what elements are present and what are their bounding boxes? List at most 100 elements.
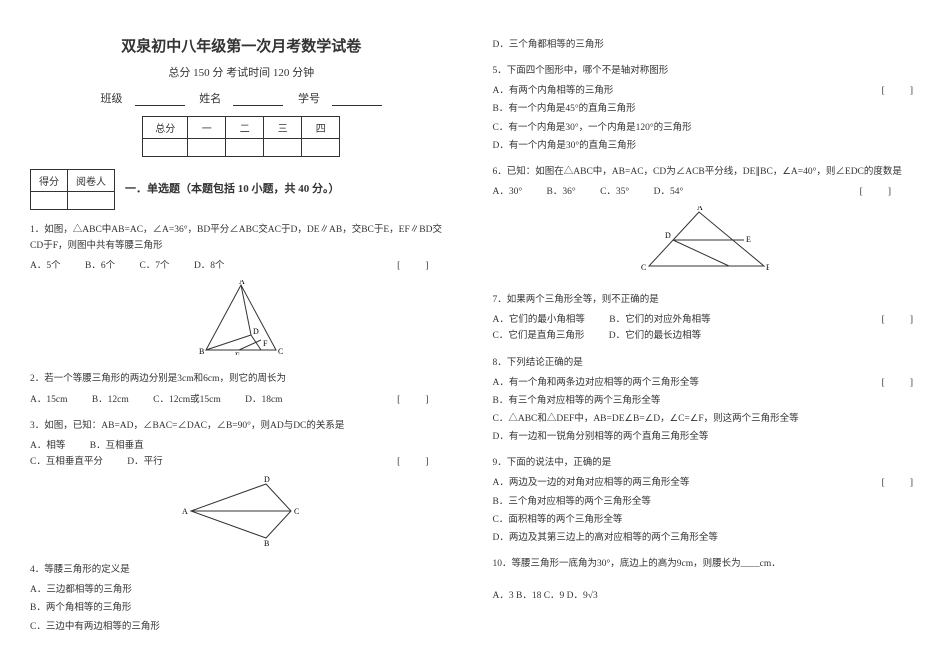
svg-text:D: D	[253, 327, 259, 336]
svg-text:A: A	[697, 206, 703, 212]
exam-title: 双泉初中八年级第一次月考数学试卷	[30, 35, 453, 56]
question-5: 5．下面四个图形中，哪个不是轴对称图形 [ ] A．有两个内角相等的三角形 B．…	[493, 63, 916, 154]
score-v0	[143, 139, 188, 157]
q4-b: B．两个角相等的三角形	[30, 600, 453, 616]
question-9: 9．下面的说法中，正确的是 [ ] A．两边及一边的对角对应相等的两三角形全等 …	[493, 455, 916, 546]
id-label: 学号	[298, 90, 320, 106]
q1-bracket: [ ]	[397, 258, 430, 274]
q2-c: C．12cm或15cm	[153, 392, 221, 408]
svg-text:E: E	[235, 351, 240, 355]
q5-b: B．有一个内角是45°的直角三角形	[493, 101, 916, 117]
q2-d: D．18cm	[245, 392, 282, 408]
q5-bracket: [ ]	[882, 83, 915, 99]
q9-b: B．三个角对应相等的两个三角形全等	[493, 494, 916, 510]
q3-body: 3．如图，已知：AB=AD，∠BAC=∠DAC，∠B=90°，则AD与DC的关系…	[30, 418, 453, 434]
q9-d: D．两边及其第三边上的高对应相等的两个三角形全等	[493, 530, 916, 546]
score-h2: 二	[226, 117, 264, 139]
q9-a: A．两边及一边的对角对应相等的两三角形全等	[493, 475, 916, 491]
kite-icon: A D C B	[176, 476, 306, 546]
q2-bracket: [ ]	[397, 392, 430, 408]
svg-text:C: C	[294, 507, 299, 516]
score-v4	[302, 139, 340, 157]
q5-d: D．有一个内角是30°的直角三角形	[493, 138, 916, 154]
name-blank	[233, 94, 283, 106]
q8-bracket: [ ]	[882, 375, 915, 391]
section1-row: 得分 阅卷人 一．单选题（本题包括 10 小题，共 40 分。）	[30, 169, 453, 210]
q8-a: A．有一个角和两条边对应相等的两个三角形全等	[493, 375, 916, 391]
svg-text:E: E	[746, 235, 751, 244]
right-column: D．三个角都相等的三角形 5．下面四个图形中，哪个不是轴对称图形 [ ] A．有…	[473, 35, 916, 633]
q6-body: 6．已知：如图在△ABC中，AB=AC，CD为∠ACB平分线，DE∥BC，∠A=…	[493, 164, 916, 180]
question-6: 6．已知：如图在△ABC中，AB=AC，CD为∠ACB平分线，DE∥BC，∠A=…	[493, 164, 916, 282]
q2-a: A．15cm	[30, 392, 67, 408]
q7-d: D．它们的最长边相等	[609, 328, 701, 344]
q8-d: D．有一边和一锐角分别相等的两个直角三角形全等	[493, 429, 916, 445]
q1-a: A．5个	[30, 258, 61, 274]
q6-d: D．54°	[654, 184, 684, 200]
svg-text:A: A	[239, 280, 245, 286]
question-1: 1．如图，△ABC中AB=AC，∠A=36°，BD平分∠ABC交AC于D，DE∥…	[30, 222, 453, 361]
q7-bracket: [ ]	[882, 312, 915, 328]
question-4: 4．等腰三角形的定义是 A．三边都相等的三角形 B．两个角相等的三角形 C．三边…	[30, 562, 453, 635]
q3-d: D．平行	[127, 454, 162, 470]
student-info: 班级 姓名 学号	[30, 90, 453, 106]
q6-a: A．30°	[493, 184, 523, 200]
svg-text:D: D	[665, 231, 671, 240]
q1-c: C．7个	[139, 258, 169, 274]
question-3: 3．如图，已知：AB=AD，∠BAC=∠DAC，∠B=90°，则AD与DC的关系…	[30, 418, 453, 552]
q8-body: 8．下列结论正确的是	[493, 355, 916, 371]
q1-d: D．8个	[194, 258, 225, 274]
name-label: 姓名	[199, 90, 221, 106]
q3-c: C．互相垂直平分	[30, 454, 103, 470]
question-10: 10．等腰三角形一底角为30°，底边上的高为9cm，则腰长为____cm． A．…	[493, 556, 916, 604]
q1-figure: A B C D F E	[30, 280, 453, 355]
q6-figure: A C B D E	[493, 206, 916, 276]
q3-figure: A D C B	[30, 476, 453, 546]
q3-options: A．相等 B．互相垂直 C．互相垂直平分 D．平行 [ ]	[30, 438, 453, 470]
marker-table: 得分 阅卷人	[30, 169, 115, 210]
class-label: 班级	[101, 90, 123, 106]
q3-bracket: [ ]	[397, 454, 430, 470]
left-column: 双泉初中八年级第一次月考数学试卷 总分 150 分 考试时间 120 分钟 班级…	[30, 35, 473, 633]
marker-v1	[68, 192, 115, 210]
score-v2	[226, 139, 264, 157]
exam-subtitle: 总分 150 分 考试时间 120 分钟	[30, 64, 453, 80]
q7-options: A．它们的最小角相等 B．它们的对应外角相等 C．它们是直角三角形 D．它们的最…	[493, 312, 916, 344]
q7-body: 7．如果两个三角形全等，则不正确的是	[493, 292, 916, 308]
question-2: 2．若一个等腰三角形的两边分别是3cm和6cm，则它的周长为 A．15cm B．…	[30, 371, 453, 407]
svg-text:A: A	[182, 507, 188, 516]
q10-body: 10．等腰三角形一底角为30°，底边上的高为9cm，则腰长为____cm．	[493, 556, 916, 572]
score-value-row	[143, 139, 340, 157]
id-blank	[332, 94, 382, 106]
q6-c: C．35°	[600, 184, 629, 200]
q10-opts: A．3 B．18 C．9 D．9√3	[493, 588, 916, 604]
svg-text:C: C	[278, 347, 283, 355]
svg-text:B: B	[264, 539, 269, 546]
q5-body: 5．下面四个图形中，哪个不是轴对称图形	[493, 63, 916, 79]
svg-text:B: B	[199, 347, 204, 355]
q4-d-wrap: D．三个角都相等的三角形	[493, 35, 916, 53]
score-h3: 三	[264, 117, 302, 139]
q2-b: B．12cm	[92, 392, 129, 408]
marker-h0: 得分	[31, 170, 68, 192]
class-blank	[135, 94, 185, 106]
q8-c: C．△ABC和△DEF中，AB=DE∠B=∠D，∠C=∠F，则这两个三角形全等	[493, 411, 916, 427]
svg-text:B: B	[766, 263, 769, 272]
triangle2-icon: A C B D E	[639, 206, 769, 276]
q4-a: A．三边都相等的三角形	[30, 582, 453, 598]
marker-v0	[31, 192, 68, 210]
q1-options: A．5个 B．6个 C．7个 D．8个 [ ]	[30, 258, 453, 274]
q1-b: B．6个	[85, 258, 115, 274]
q4-c: C．三边中有两边相等的三角形	[30, 619, 453, 635]
q7-c: C．它们是直角三角形	[493, 328, 585, 344]
score-h0: 总分	[143, 117, 188, 139]
score-v1	[188, 139, 226, 157]
score-v3	[264, 139, 302, 157]
q9-c: C．面积相等的两个三角形全等	[493, 512, 916, 528]
q5-a: A．有两个内角相等的三角形	[493, 83, 916, 99]
q7-b: B．它们的对应外角相等	[609, 312, 710, 328]
q2-options: A．15cm B．12cm C．12cm或15cm D．18cm [ ]	[30, 392, 453, 408]
q4-body: 4．等腰三角形的定义是	[30, 562, 453, 578]
marker-h1: 阅卷人	[68, 170, 115, 192]
q9-body: 9．下面的说法中，正确的是	[493, 455, 916, 471]
